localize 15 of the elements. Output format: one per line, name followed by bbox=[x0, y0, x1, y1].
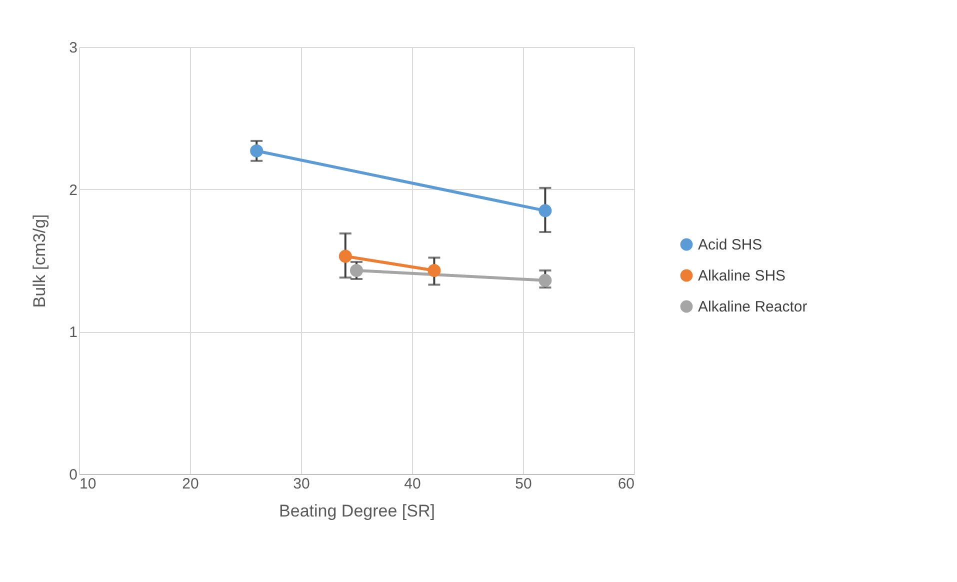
y-tick-label: 2 bbox=[69, 182, 78, 199]
y-tick-label: 0 bbox=[69, 466, 78, 484]
x-tick-label: 30 bbox=[293, 476, 310, 492]
x-tick-label: 50 bbox=[515, 476, 532, 492]
x-tick-label: 20 bbox=[182, 476, 199, 492]
x-tick-label: 60 bbox=[618, 476, 634, 492]
legend-label: Acid SHS bbox=[698, 236, 762, 254]
y-tick-label: 3 bbox=[69, 40, 78, 56]
x-axis-title: Beating Degree [SR] bbox=[279, 502, 435, 520]
y-tick-label: 1 bbox=[69, 324, 78, 342]
x-tick-label: 10 bbox=[80, 476, 96, 492]
legend-label: Alkaline SHS bbox=[698, 268, 786, 284]
x-tick-label: 40 bbox=[404, 476, 421, 492]
y-axis-title: Bulk [cm3/g] bbox=[30, 214, 50, 308]
legend-label: Alkaline Reactor bbox=[698, 298, 808, 316]
